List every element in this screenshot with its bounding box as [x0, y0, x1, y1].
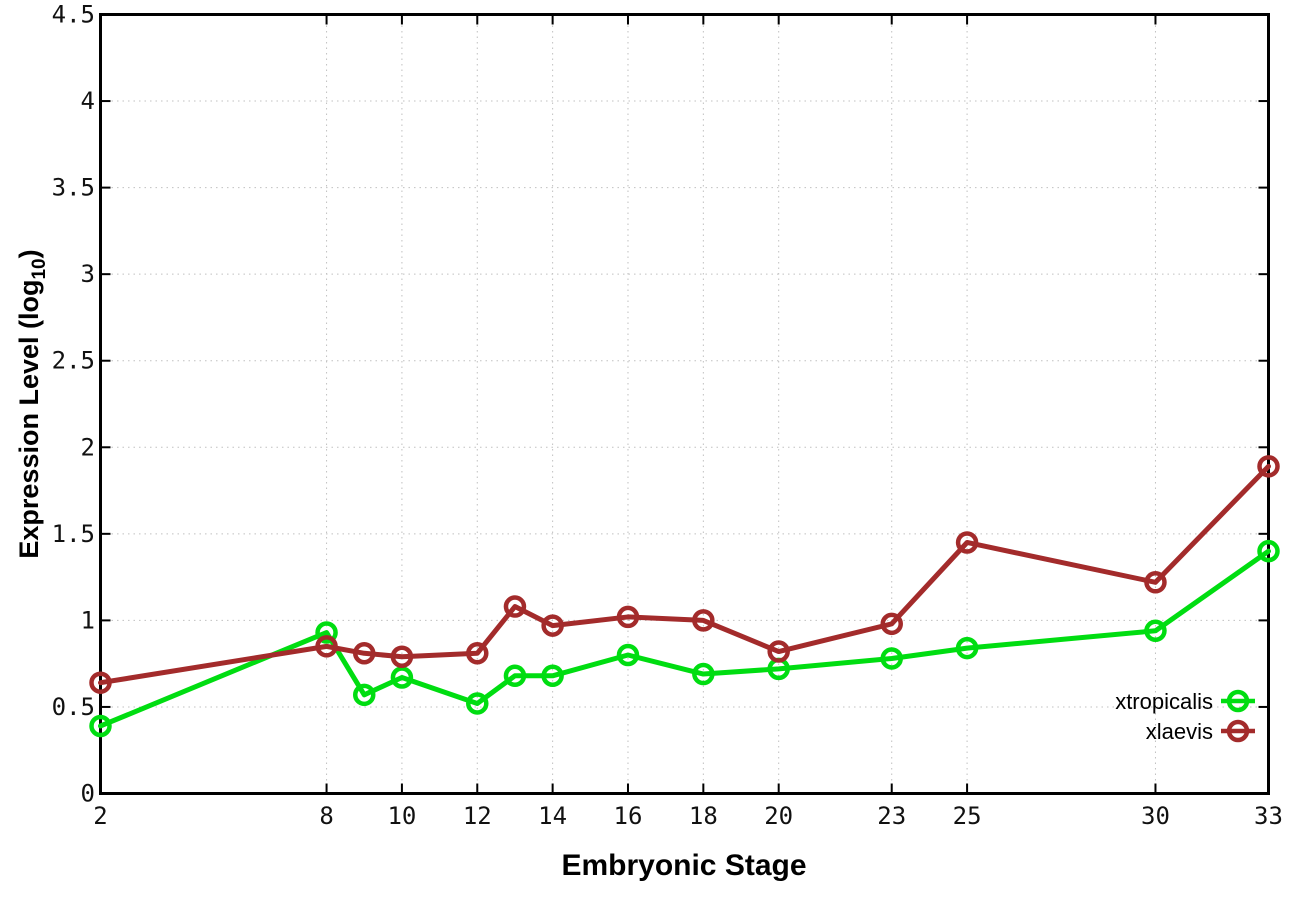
y-axis-title: Expression Level (log10) — [14, 249, 50, 558]
y-tick-label: 2 — [81, 433, 95, 461]
tick-label-layer: 0 0.5 1 1.5 2 2.5 3 3.5 4 4.5 2 8 10 12 14 16 18 20 23 25 30… — [52, 1, 1283, 831]
y-tick-label: 3.5 — [52, 174, 95, 202]
data-point-xlaevis — [616, 605, 640, 629]
data-point-xlaevis — [1144, 571, 1167, 594]
data-point-xlaevis — [315, 635, 338, 658]
data-point-xlaevis — [1257, 455, 1280, 478]
y-tick-label: 2.5 — [52, 347, 95, 375]
data-point-xlaevis — [503, 595, 527, 618]
data-point-xtropicalis — [390, 666, 414, 689]
data-point-xtropicalis — [616, 643, 640, 667]
x-tick-label: 10 — [387, 802, 416, 830]
x-tick-label: 2 — [93, 802, 107, 830]
data-point-xtropicalis — [503, 664, 527, 688]
data-point-xlaevis — [767, 640, 790, 663]
series-line-xtropicalis — [98, 548, 1271, 729]
data-point-xlaevis — [466, 642, 489, 665]
plot-border — [99, 13, 1270, 795]
data-point-xtropicalis — [541, 664, 564, 688]
legend-label-xtropicalis: xtropicalis — [1115, 689, 1213, 714]
x-tick-label: 25 — [953, 802, 982, 830]
y-tick-label: 0 — [81, 780, 95, 808]
data-point-xlaevis — [955, 531, 979, 554]
data-point-xtropicalis — [89, 714, 112, 738]
chart-legend: xtropicalis xlaevis — [1115, 689, 1255, 744]
data-point-xtropicalis — [692, 662, 715, 686]
x-tick-label: 16 — [614, 802, 643, 830]
data-point-xtropicalis — [955, 636, 979, 660]
data-point-xtropicalis — [1144, 619, 1167, 643]
y-tick-label: 4 — [81, 87, 95, 115]
axis-layer — [99, 13, 1270, 795]
data-point-xlaevis — [89, 671, 112, 694]
legend-label-xlaevis: xlaevis — [1146, 719, 1213, 744]
data-point-xtropicalis — [466, 692, 489, 715]
x-tick-label: 30 — [1141, 802, 1170, 830]
y-tick-label: 1.5 — [52, 520, 95, 548]
y-tick-label: 3 — [81, 260, 95, 288]
x-tick-label: 14 — [538, 802, 567, 830]
y-tick-label: 0.5 — [52, 693, 95, 721]
legend-marker-xtropicalis — [1226, 689, 1250, 713]
series-layer — [89, 455, 1280, 738]
x-tick-label: 33 — [1254, 802, 1283, 830]
x-tick-label: 8 — [319, 802, 333, 830]
x-tick-label: 20 — [764, 802, 793, 830]
x-axis-title: Embryonic Stage — [561, 849, 806, 882]
data-point-xtropicalis — [1257, 539, 1280, 563]
data-point-xtropicalis — [352, 683, 376, 707]
x-tick-label: 18 — [689, 802, 718, 830]
series-line-xlaevis — [98, 463, 1271, 686]
grid-layer — [100, 14, 1269, 794]
data-point-xlaevis — [390, 645, 414, 668]
data-point-xtropicalis — [880, 647, 903, 670]
x-tick-label: 12 — [463, 802, 492, 830]
data-point-xlaevis — [541, 614, 564, 637]
y-tick-label: 1 — [81, 606, 95, 634]
data-point-xlaevis — [880, 612, 903, 636]
data-point-xtropicalis — [315, 621, 338, 644]
data-point-xlaevis — [352, 642, 376, 665]
x-tick-label: 23 — [877, 802, 906, 830]
legend-marker-xlaevis — [1226, 719, 1250, 743]
data-point-xlaevis — [692, 609, 715, 632]
y-tick-label: 4.5 — [52, 1, 95, 29]
